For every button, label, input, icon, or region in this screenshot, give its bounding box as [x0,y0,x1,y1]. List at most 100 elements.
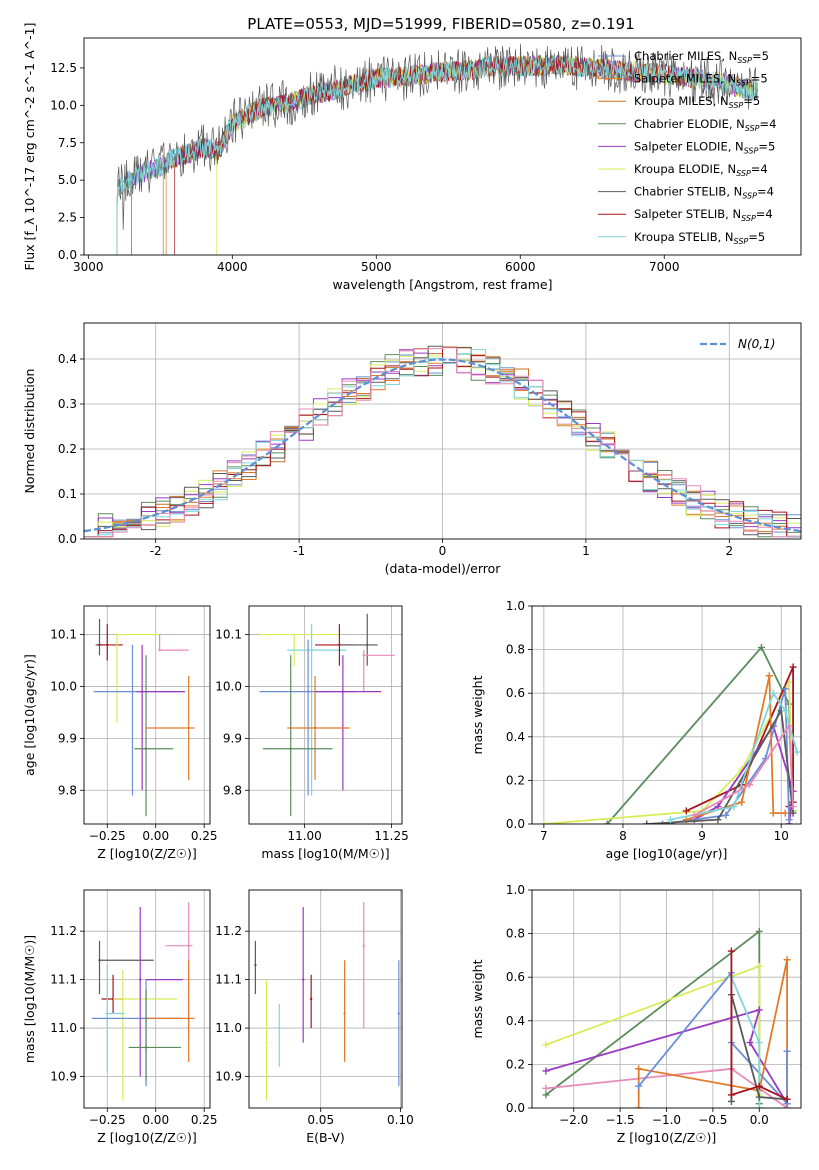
panel-mass_vs_ebv: 0.05 0.10 10.9 11.0 11.1 11.2 E(B-V) [215,889,414,1145]
weight-marker [722,811,730,819]
weight-marker [542,1067,550,1075]
panel-weight_vs_Z: −2.0 −1.5 −1.0 −0.5 0.0 0.0 0.2 0.4 0.6 0.8 1.0 Z [… [470,883,802,1145]
data-point [265,1041,268,1044]
weight-marker [659,820,667,824]
data-point [306,690,310,693]
data-point [106,643,109,647]
weight-marker [542,1084,550,1092]
weight-series-line [693,723,794,817]
weight-marker [755,1039,763,1047]
x-axis-label: mass [log10(M/M☉)] [261,846,389,861]
data-point [139,978,142,981]
y-tick-label: 0.4 [58,352,77,366]
weight-marker [727,947,735,955]
x-tick-label: 5000 [361,260,392,274]
weight-marker [781,809,789,817]
weight-marker [789,663,797,671]
x-axis-label: age [log10(age/yr)] [606,846,728,861]
weight-series-line [606,645,794,824]
legend-entry: Salpeter ELODIE, NSSP=5 [634,139,775,155]
y-tick-label: 0.4 [506,1014,525,1028]
weight-marker [781,707,789,715]
weight-marker [755,962,763,970]
x-tick-label: 11.25 [374,829,408,843]
weight-marker [783,956,791,964]
weight-marker [769,689,777,697]
y-axis-label: mass weight [470,959,485,1038]
plot-area [532,606,801,824]
plot-area [116,43,759,255]
y-tick-label: 5.0 [58,173,77,187]
y-tick-label: 10.0 [215,679,242,693]
data-point [362,944,365,947]
data-point [106,1012,109,1015]
plot-area [84,606,210,824]
x-tick-label: −1.5 [606,1113,635,1127]
x-tick-label: 1 [582,544,590,558]
histogram-step-line [84,349,801,538]
weight-marker [738,798,746,806]
weight-marker [542,1091,550,1099]
x-axis-label: wavelength [Angstrom, rest frame] [332,277,552,292]
y-tick-label: 0.3 [58,397,77,411]
plot-area [249,890,402,1108]
x-tick-label: 0.25 [191,829,218,843]
weight-marker [781,685,789,693]
weight-marker [765,672,773,680]
y-tick-label: 10.9 [215,1070,242,1084]
data-point [187,944,190,947]
y-tick-label: 10.0 [50,98,77,112]
data-point [343,1012,346,1015]
y-axis-label: Flux [f_λ 10^-17 erg cm^-2 s^-1 A^-1] [22,23,37,271]
x-tick-label: 2 [725,544,733,558]
x-tick-label: 6000 [505,260,536,274]
y-tick-label: 7.5 [58,136,77,150]
y-tick-label: 0.6 [506,686,525,700]
data-point [158,648,161,652]
weight-marker [757,643,765,651]
y-tick-label: 11.2 [215,924,242,938]
axes-frame [83,605,211,825]
weight-marker [755,1104,763,1108]
axes-frame [83,37,802,256]
y-tick-label: 2.5 [58,211,77,225]
weight-marker [746,1039,754,1047]
y-tick-label: 1.0 [506,599,525,613]
weight-marker [755,1082,763,1090]
data-point [309,997,313,1001]
data-point [397,1012,401,1015]
y-tick-label: 9.8 [223,783,242,797]
axes-frame [248,889,403,1109]
legend-entry: Chabrier ELODIE, NSSP=4 [634,117,776,133]
weight-marker [635,1065,643,1073]
legend-entry: Kroupa MILES, NSSP=5 [634,94,760,110]
weight-series-line [646,707,794,824]
y-tick-label: 10.9 [50,1070,77,1084]
weight-marker [730,803,738,811]
plot-area [84,890,210,1108]
data-point [313,726,317,730]
x-tick-label: −2.0 [559,1113,588,1127]
weight-marker [690,811,698,819]
x-tick-label: 9 [698,829,706,843]
x-tick-label: 0.25 [191,1113,218,1127]
y-tick-label: 11.2 [50,924,77,938]
y-tick-label: 10.1 [50,628,77,642]
axes-frame [531,889,802,1109]
y-tick-label: 0.8 [506,927,525,941]
x-tick-label: -1 [293,544,305,558]
data-point [301,978,305,981]
x-tick-label: 0.0 [750,1113,769,1127]
data-point [98,959,101,962]
y-tick-label: 11.0 [215,1021,242,1035]
y-axis-label: Normed distribution [22,369,37,494]
data-point [293,633,296,636]
x-tick-label: 8 [619,829,627,843]
panel-residuals: -2 -1 0 1 2 0.0 0.1 0.2 0.3 0.4 (data-model)/error… [22,322,802,576]
data-point [254,963,257,967]
data-point [366,643,369,647]
histogram-step-line [84,347,801,538]
y-tick-label: 0.2 [506,773,525,787]
x-tick-label: 0 [439,544,447,558]
histogram-step-line [84,347,801,538]
